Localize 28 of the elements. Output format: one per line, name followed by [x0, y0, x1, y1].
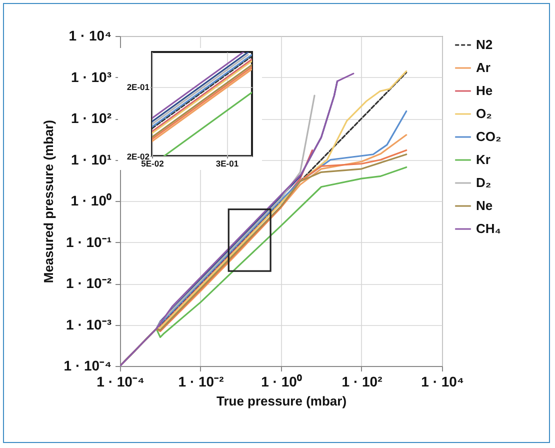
- legend-label: N2: [476, 37, 493, 52]
- x-tick-label: 1 · 10²: [342, 374, 383, 390]
- y-tick-label: 1 · 10⁻¹: [66, 234, 112, 250]
- y-tick-label: 1 · 10⁴: [68, 28, 112, 44]
- legend-label: D₂: [476, 175, 492, 190]
- y-tick-label: 1 · 10⁻²: [66, 275, 112, 291]
- legend-label: He: [476, 83, 493, 98]
- y-tick-label: 1 · 10³: [71, 68, 112, 85]
- x-tick-label: 3E-01: [216, 158, 239, 168]
- x-tick-label: 1 · 10⁻²: [178, 374, 224, 390]
- y-tick-label: 1 · 10¹: [71, 151, 112, 168]
- legend-label: Kr: [476, 152, 490, 167]
- y-axis-title: Measured pressure (mbar): [40, 120, 56, 284]
- legend-label: CH₄: [476, 221, 501, 236]
- legend-label: Ar: [476, 60, 490, 75]
- y-tick-label: 1 · 10²: [71, 110, 112, 126]
- x-tick-label: 5E-02: [141, 158, 164, 168]
- x-tick-label: 1 · 10⁰: [261, 374, 302, 390]
- y-tick-label: 1 · 10⁻³: [66, 316, 112, 332]
- y-tick-label: 2E-02: [126, 152, 150, 162]
- legend-label: CO₂: [476, 129, 502, 144]
- y-tick-label: 2E-01: [126, 82, 150, 92]
- legend-label: O₂: [476, 106, 492, 121]
- y-tick-label: 1 · 10⁰: [70, 192, 112, 208]
- x-axis-title: True pressure (mbar): [216, 394, 347, 408]
- x-tick-label: 1 · 10⁴: [421, 374, 464, 390]
- legend-label: Ne: [476, 198, 493, 213]
- y-tick-label: 1 · 10⁻⁴: [64, 358, 112, 374]
